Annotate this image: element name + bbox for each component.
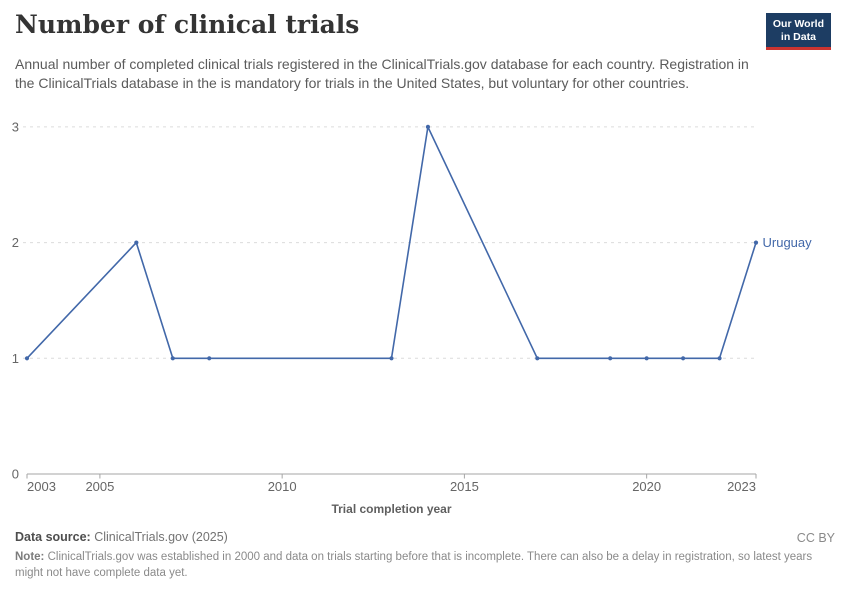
x-axis-tick-label: 2023 <box>727 479 756 494</box>
series-label-uruguay[interactable]: Uruguay <box>763 235 813 250</box>
data-point[interactable] <box>681 356 686 361</box>
x-axis-tick-label: 2010 <box>268 479 297 494</box>
data-point[interactable] <box>608 356 613 361</box>
owid-logo-line1: Our World <box>772 18 824 30</box>
license-link[interactable]: CC BY <box>796 531 835 545</box>
note-label: Note: <box>15 551 45 563</box>
y-axis-tick-label: 2 <box>12 235 19 250</box>
note-text: ClinicalTrials.gov was established in 20… <box>15 551 813 580</box>
data-point[interactable] <box>717 356 722 361</box>
data-point[interactable] <box>207 356 212 361</box>
uruguay-line[interactable] <box>26 126 757 360</box>
source-row: Data source: ClinicalTrials.gov (2025) C… <box>15 530 835 545</box>
owid-logo[interactable]: Our World in Data <box>765 13 831 51</box>
x-axis-tick-label: 2020 <box>632 479 661 494</box>
data-point[interactable] <box>425 124 431 129</box>
y-axis-tick-label: 0 <box>12 467 19 482</box>
data-point[interactable] <box>389 356 394 361</box>
chart-note: Note: ClinicalTrials.gov was established… <box>15 549 830 581</box>
data-point[interactable] <box>170 356 175 361</box>
chart-footer: Data source: ClinicalTrials.gov (2025) C… <box>15 530 835 581</box>
data-point[interactable] <box>644 356 649 361</box>
y-axis-tick-label: 1 <box>12 351 19 366</box>
data-source-label: Data source: <box>15 530 91 544</box>
x-axis-tick-label: 2003 <box>27 479 56 494</box>
x-axis-tick-label: 2005 <box>85 479 114 494</box>
chart-title: Number of clinical trials <box>15 10 360 39</box>
data-source-value[interactable]: ClinicalTrials.gov (2025) <box>94 530 228 544</box>
data-point[interactable] <box>24 356 30 361</box>
y-axis-tick-label: 3 <box>12 119 19 134</box>
x-axis-title: Trial completion year <box>331 502 451 516</box>
owid-logo-line2: in Data <box>780 31 816 44</box>
data-point[interactable] <box>535 356 540 361</box>
data-point[interactable] <box>134 240 139 245</box>
chart-subtitle: Annual number of completed clinical tria… <box>15 56 749 92</box>
x-axis-tick-label: 2015 <box>450 479 479 494</box>
data-point[interactable] <box>753 240 759 245</box>
